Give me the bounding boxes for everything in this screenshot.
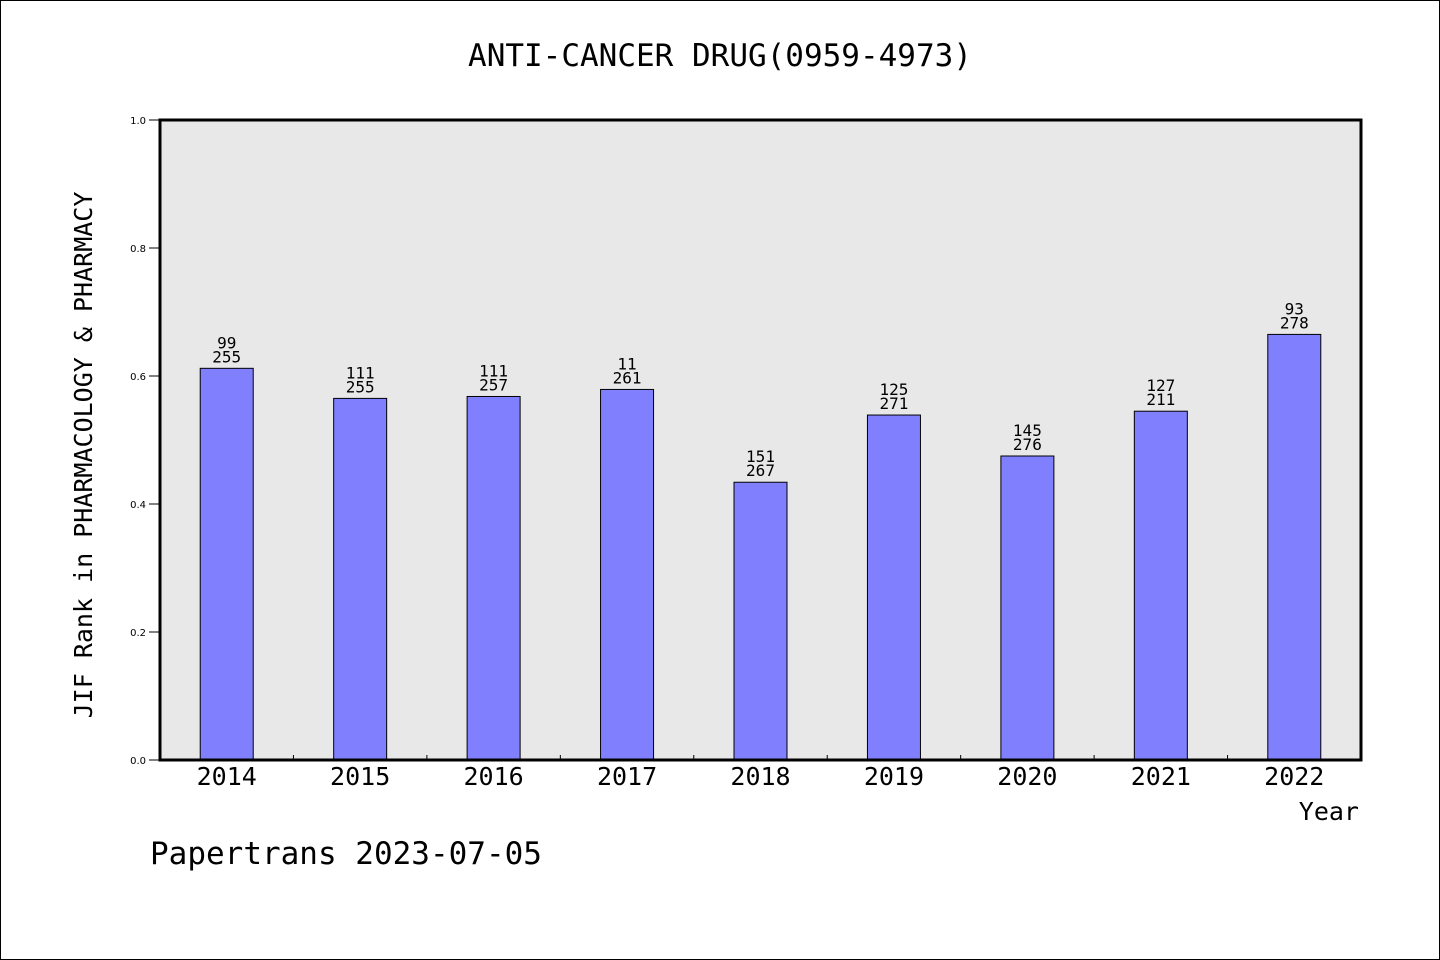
x-axis-label: Year	[1299, 797, 1359, 826]
bar-2021	[1133, 410, 1188, 761]
y-tick-label: 0.4	[130, 500, 146, 511]
bar-labels-layer: 9925511125511125711261151267125271145276…	[212, 299, 1308, 480]
bar-label-bottom: 278	[1280, 313, 1309, 332]
y-tick-label: 0.0	[130, 756, 146, 767]
y-axis-label: JIF Rank in PHARMACOLOGY & PHARMACY	[69, 192, 98, 719]
bar-label-top: 151	[746, 447, 775, 466]
bar-label-top: 11	[617, 354, 636, 373]
bar-label-top: 145	[1013, 421, 1042, 440]
y-axis: 0.0 0.2 0.4 0.6 0.8 1.0	[130, 116, 160, 767]
x-tick-label-2019: 2019	[864, 762, 924, 791]
bar-label-top: 111	[346, 363, 375, 382]
bar-label-top: 127	[1146, 376, 1175, 395]
bar-2015	[333, 397, 388, 761]
bar-label-top: 111	[479, 361, 508, 380]
x-tick-label-2018: 2018	[730, 762, 790, 791]
bar-label-bottom: 255	[346, 377, 375, 396]
bar-2022	[1267, 333, 1322, 761]
x-tick-label-2021: 2021	[1131, 762, 1191, 791]
bar-label-top: 125	[879, 380, 908, 399]
footer-text: Papertrans 2023-07-05	[150, 836, 542, 872]
y-tick-label: 0.2	[130, 628, 146, 639]
bar-label-bottom: 255	[212, 347, 241, 366]
x-tick-label-2016: 2016	[464, 762, 524, 791]
chart-title: ANTI-CANCER DRUG(0959-4973)	[468, 38, 972, 74]
bar-label-bottom: 257	[479, 375, 508, 394]
bar-2020	[1000, 455, 1055, 761]
x-axis: 2014 2015 2016 2017 2018 2019 2020 2021 2022	[197, 755, 1324, 791]
bar-2016	[466, 395, 521, 761]
plot-border	[158, 118, 1363, 762]
bar-label-bottom: 211	[1146, 390, 1175, 409]
y-tick-label: 1.0	[130, 116, 146, 127]
x-tick-label-2017: 2017	[597, 762, 657, 791]
x-tick-label-2015: 2015	[330, 762, 390, 791]
bar-2019	[866, 414, 921, 761]
bar-label-top: 99	[217, 333, 236, 352]
x-tick-label-2014: 2014	[197, 762, 257, 791]
bar-2018	[733, 481, 788, 761]
bar-label-top: 93	[1285, 299, 1304, 318]
bar-2017	[600, 388, 655, 761]
bar-label-bottom: 271	[879, 394, 908, 413]
bar-label-bottom: 261	[613, 368, 642, 387]
y-tick-label: 0.8	[130, 244, 146, 255]
y-tick-label: 0.6	[130, 372, 146, 383]
bars-layer	[199, 333, 1322, 761]
bar-2014	[199, 367, 254, 761]
x-tick-label-2022: 2022	[1264, 762, 1324, 791]
bar-label-bottom: 267	[746, 461, 775, 480]
bar-label-bottom: 276	[1013, 435, 1042, 454]
x-tick-label-2020: 2020	[997, 762, 1057, 791]
